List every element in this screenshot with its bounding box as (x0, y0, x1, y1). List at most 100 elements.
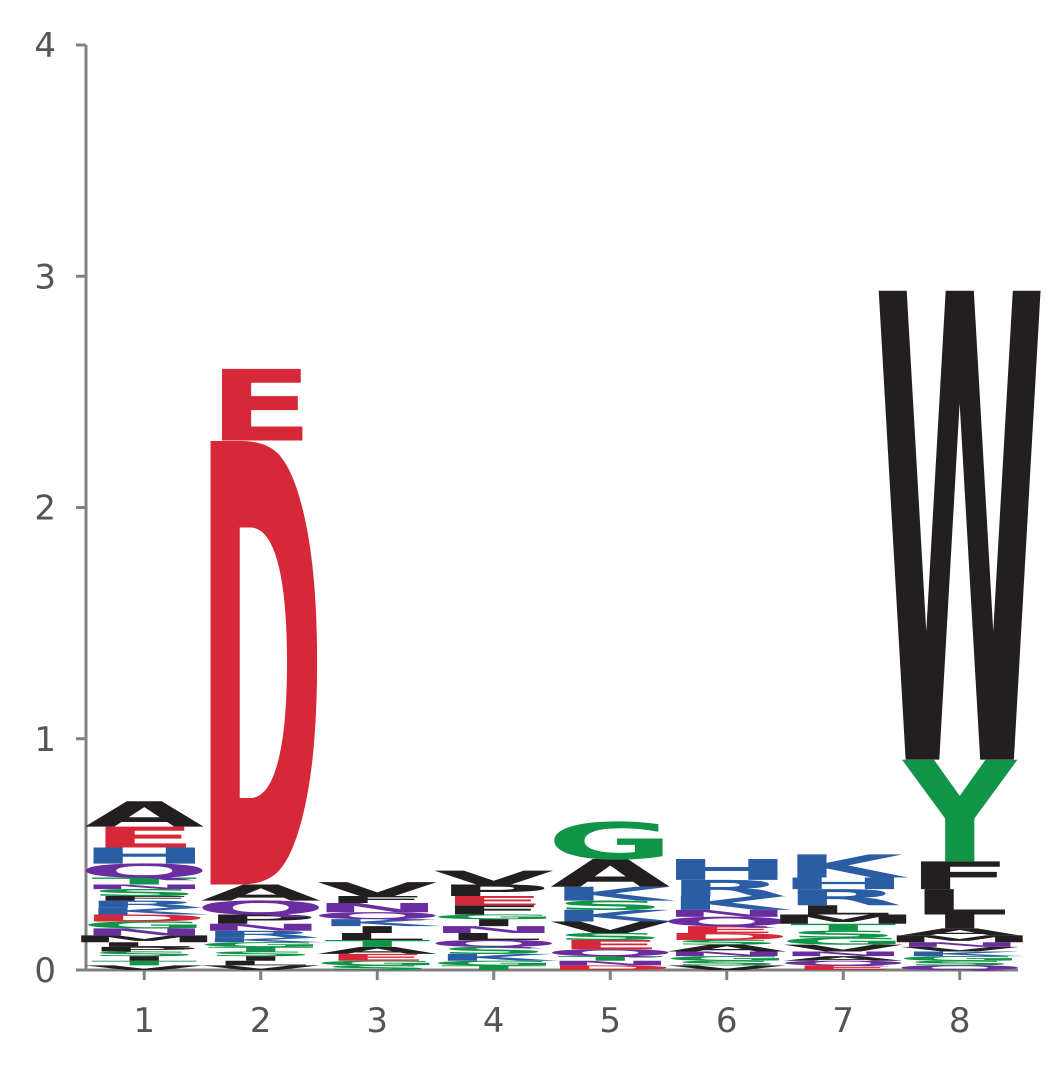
logo-letter-I: I (348, 924, 406, 935)
logo-letter-L: L (444, 931, 543, 942)
logo-letter-Q: Q (78, 860, 210, 882)
logo-letter-V: V (783, 943, 903, 954)
logo-letter-M: M (766, 912, 921, 927)
logo-letter-G: G (80, 920, 208, 931)
y-tick-label: 4 (34, 26, 56, 66)
logo-letter-S: S (671, 959, 783, 966)
x-tick-label: 1 (133, 1001, 155, 1041)
logo-letter-Q: Q (428, 938, 560, 949)
logo-letter-S: S (554, 898, 666, 913)
logo-letter-P: P (437, 882, 551, 900)
logo-letter-T: T (441, 964, 547, 971)
logo-letter-T: T (557, 955, 663, 962)
logo-letter-E: E (790, 964, 896, 971)
logo-letter-K: K (667, 892, 793, 914)
logo-letter-V: V (317, 878, 438, 900)
logo-letter-E: E (91, 821, 197, 854)
logo-letter-R: R (783, 885, 903, 911)
x-tick-label: 5 (599, 1001, 621, 1041)
logo-letter-S: S (321, 964, 433, 971)
logo-letter-T: T (91, 876, 197, 887)
logo-letter-F: F (91, 895, 197, 902)
logo-letter-L: L (211, 959, 310, 966)
logo-letter-L: L (328, 931, 427, 942)
logo-letter-N: N (79, 927, 209, 938)
logo-letter-I: I (931, 911, 989, 933)
logo-letter-N: N (196, 922, 326, 933)
logo-letter-V: V (84, 964, 204, 971)
logo-letter-G: G (663, 955, 790, 962)
x-tick-label: 3 (366, 1001, 388, 1041)
logo-letter-Y: Y (901, 732, 1018, 894)
x-tick-label: 2 (250, 1001, 272, 1041)
logo-letter-A: A (201, 880, 321, 906)
logo-letter-A: A (667, 943, 787, 954)
logo-letter-W: W (874, 164, 1045, 912)
logo-letter-E: E (208, 349, 314, 464)
logo-letter-T: T (324, 938, 430, 949)
logo-letter-K: K (84, 906, 210, 917)
logo-letter-Q: Q (544, 947, 676, 958)
logo-letter-G: G (779, 936, 907, 947)
logo-letter-L: L (910, 882, 1009, 923)
logo-letter-G: G (430, 959, 557, 966)
y-tick-label: 0 (34, 951, 56, 991)
logo-letter-T: T (91, 959, 197, 966)
logo-letter-S: S (787, 929, 899, 940)
logo-letter-G: G (896, 955, 1023, 962)
logo-letter-I: I (115, 955, 173, 962)
logo-letter-K: K (783, 848, 909, 885)
logo-letter-Q: Q (661, 914, 793, 929)
logo-letter-S: S (904, 959, 1016, 966)
logo-letter-G: G (197, 941, 324, 948)
logo-letter-T: T (790, 922, 896, 933)
logo-letter-H: H (79, 843, 209, 869)
logo-letter-A: A (550, 851, 670, 895)
logo-letter-H: H (662, 854, 792, 887)
logo-letter-G: G (430, 913, 557, 920)
x-tick-label: 8 (949, 1001, 971, 1041)
logo-letter-F: F (441, 903, 547, 918)
logo-letter-S: S (554, 931, 666, 942)
logo-letter-E: E (674, 924, 780, 935)
logo-letter-E: E (441, 894, 547, 909)
logo-letter-H: H (778, 875, 908, 893)
logo-letter-K: K (317, 917, 443, 928)
logo-letter-A: A (900, 927, 1020, 938)
logo-letter-T: T (208, 946, 314, 953)
logo-letter-K: K (550, 907, 675, 925)
logo-letter-S: S (88, 887, 200, 898)
logo-letter-K: K (900, 950, 1026, 957)
logo-letter-N: N (778, 950, 908, 957)
logo-letter-G: G (547, 812, 674, 871)
logo-letter-Q: Q (777, 959, 909, 966)
logo-letter-D: D (546, 964, 675, 971)
logo-letter-E: E (557, 937, 663, 952)
logo-letter-P: P (87, 946, 201, 953)
y-tick-label: 3 (34, 257, 56, 297)
logo-letter-E: E (324, 952, 430, 963)
logo-letter-N: N (429, 924, 559, 935)
logo-letter-N: N (312, 900, 442, 915)
letter-stacks: VTISPLMNGDKRFSNTQHEAVLISTGKRNPQADESGEATL… (67, 164, 1045, 1028)
logo-letter-S: S (438, 945, 550, 956)
y-tick-label: 1 (34, 720, 56, 760)
logo-letter-G: G (314, 959, 441, 966)
logo-letter-D: D (662, 931, 791, 942)
logo-letter-F: F (324, 894, 430, 905)
y-tick-label: 2 (34, 489, 56, 529)
logo-letter-D: D (196, 320, 325, 1028)
x-tick-label: 6 (716, 1001, 738, 1041)
logo-letter-S: S (88, 950, 200, 957)
logo-letter-L: L (95, 941, 194, 948)
logo-letter-I: I (232, 955, 290, 962)
logo-letter-A: A (317, 945, 437, 956)
x-tick-label: 7 (832, 1001, 854, 1041)
